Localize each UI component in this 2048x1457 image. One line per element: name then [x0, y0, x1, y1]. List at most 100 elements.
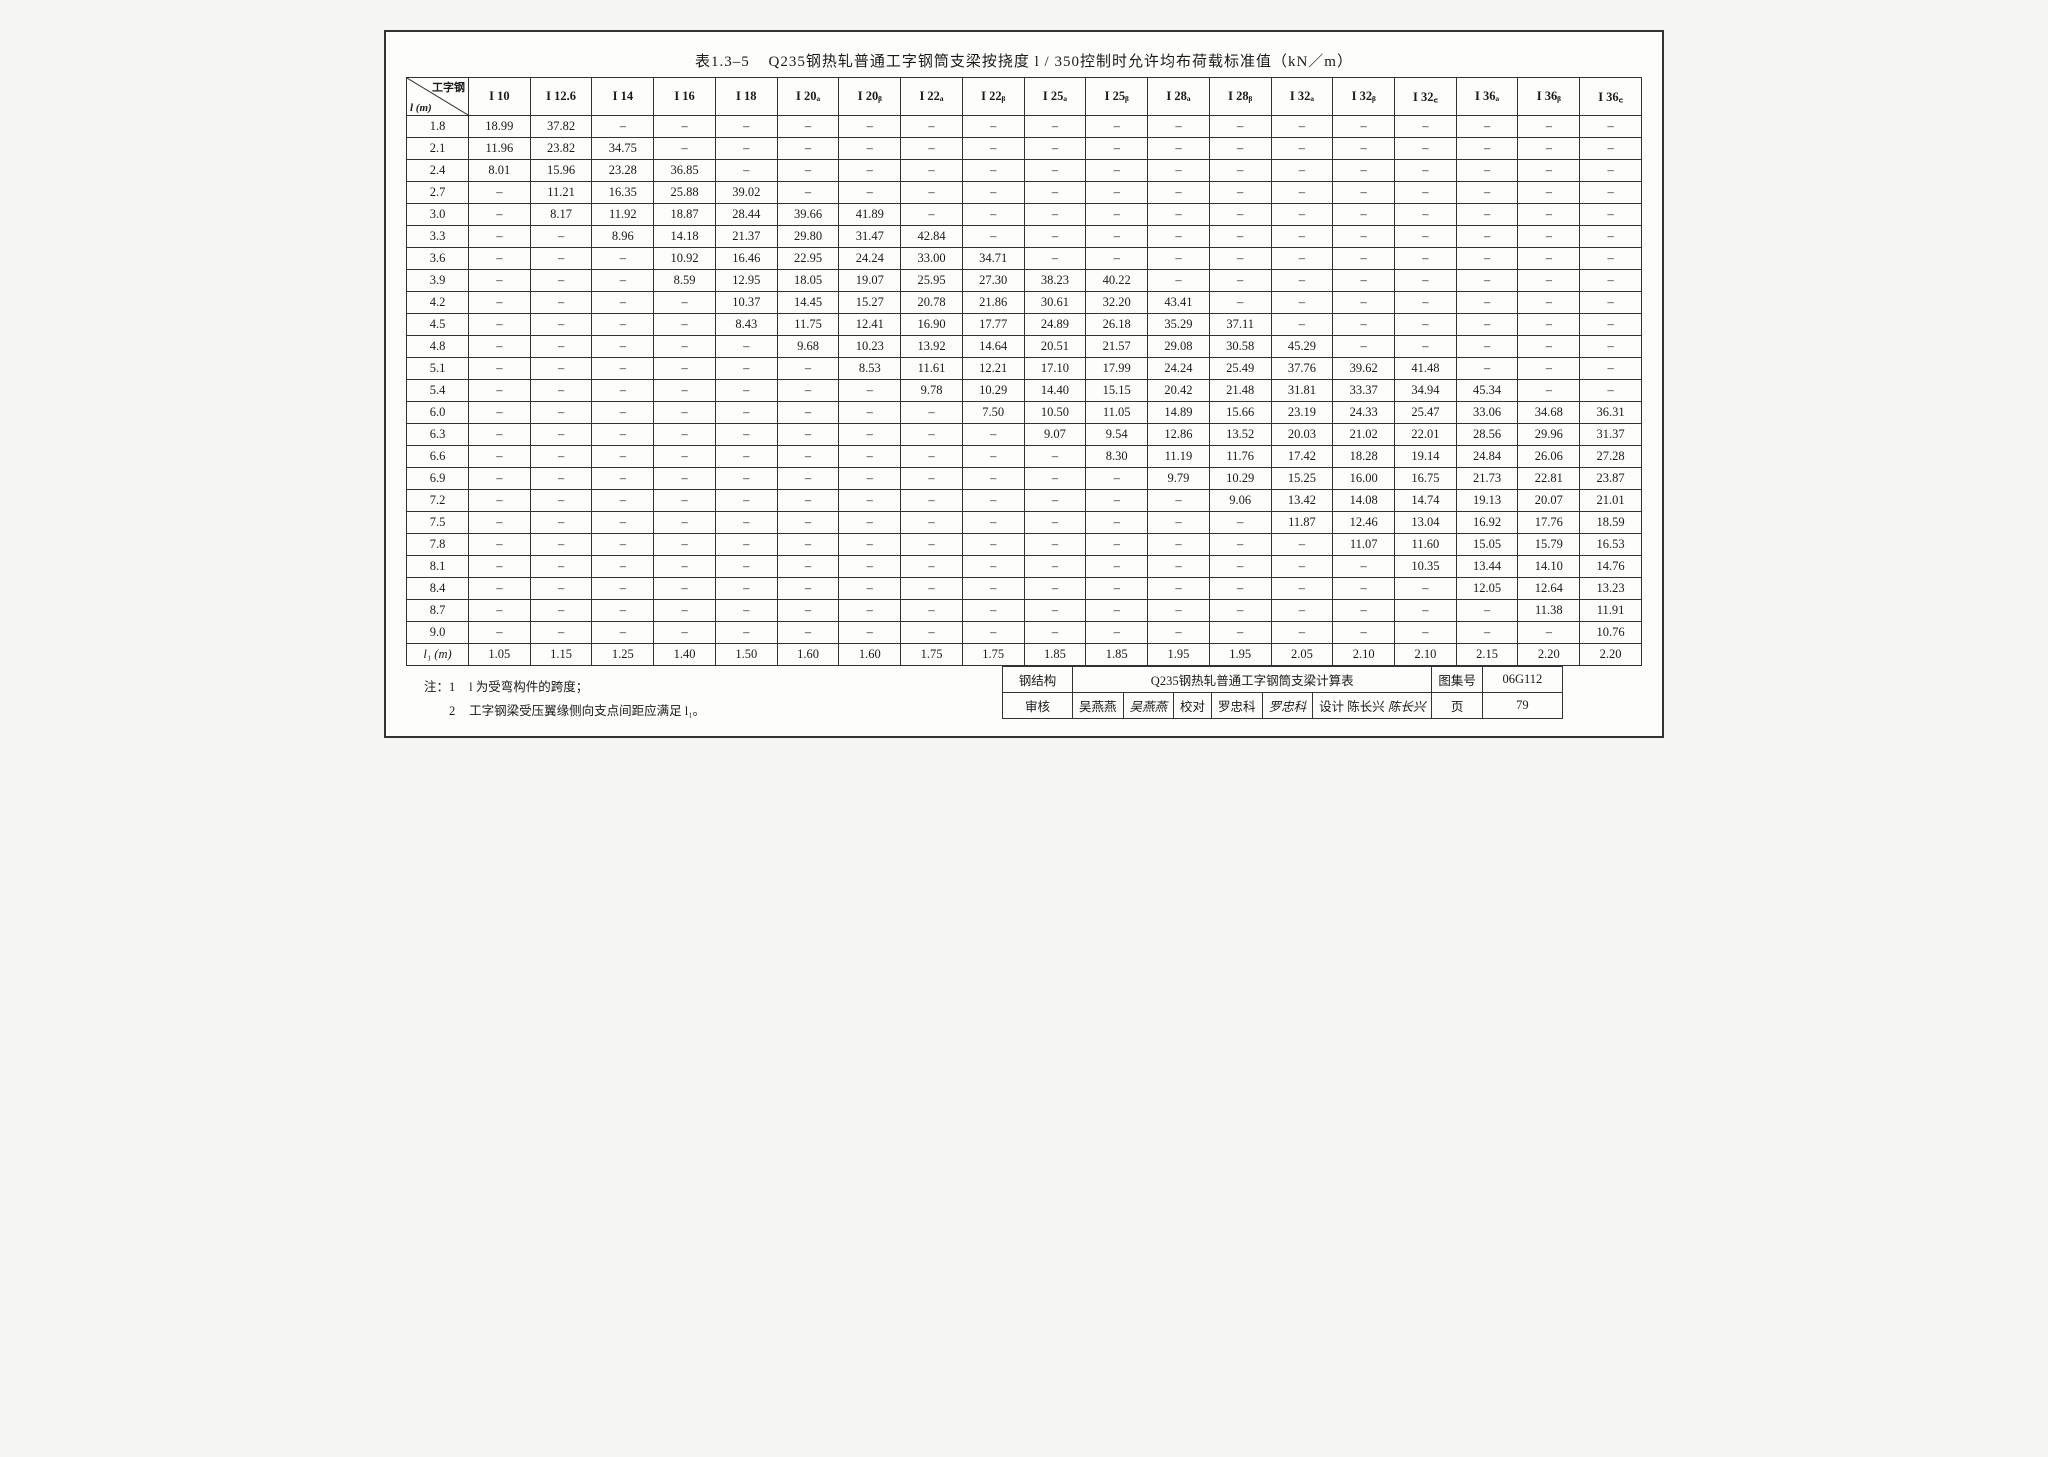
cell: 12.05 [1456, 578, 1518, 600]
cell: – [530, 292, 592, 314]
cell: 24.33 [1333, 402, 1395, 424]
col-header: I 28ₐ [1148, 78, 1210, 116]
cell: 9.07 [1024, 424, 1086, 446]
cell: 27.30 [962, 270, 1024, 292]
cell: – [1148, 226, 1210, 248]
cell: 34.68 [1518, 402, 1580, 424]
cell: – [1148, 622, 1210, 644]
cell: 22.01 [1395, 424, 1457, 446]
table-row: 8.4––––––––––––––––12.0512.6413.23 [407, 578, 1642, 600]
cell: – [530, 622, 592, 644]
cell: – [530, 512, 592, 534]
row-label: 6.6 [407, 446, 469, 468]
cell: 15.05 [1456, 534, 1518, 556]
cell: 8.96 [592, 226, 654, 248]
cell: – [1395, 270, 1457, 292]
cell: – [469, 402, 531, 424]
cell: – [839, 138, 901, 160]
cell: – [1580, 336, 1642, 358]
cell: – [1271, 226, 1333, 248]
l1-cell: 1.15 [530, 644, 592, 666]
cell: – [1333, 248, 1395, 270]
l1-cell: 1.85 [1024, 644, 1086, 666]
cell: – [1580, 226, 1642, 248]
cell: – [901, 490, 963, 512]
l1-cell: 1.95 [1209, 644, 1271, 666]
cell: – [654, 490, 716, 512]
cell: – [1271, 116, 1333, 138]
cell: – [1271, 248, 1333, 270]
cell: – [901, 424, 963, 446]
cell: – [839, 380, 901, 402]
cell: – [901, 512, 963, 534]
cell: – [839, 622, 901, 644]
table-body: 1.818.9937.82–––––––––––––––––2.111.9623… [407, 116, 1642, 666]
cell: 42.84 [901, 226, 963, 248]
col-header: I 36ᵦ [1518, 78, 1580, 116]
cell: – [1456, 622, 1518, 644]
cell: – [962, 446, 1024, 468]
cell: – [1395, 160, 1457, 182]
cell: 14.10 [1518, 556, 1580, 578]
cell: 9.79 [1148, 468, 1210, 490]
table-row: 9.0––––––––––––––––––10.76 [407, 622, 1642, 644]
col-header: I 16 [654, 78, 716, 116]
cell: 25.47 [1395, 402, 1457, 424]
cell: 11.38 [1518, 600, 1580, 622]
cell: 21.57 [1086, 336, 1148, 358]
col-header: I 32ᵦ [1333, 78, 1395, 116]
cell: 8.01 [469, 160, 531, 182]
cell: – [530, 490, 592, 512]
footer-code-value: 06G112 [1482, 667, 1562, 693]
cell: 8.43 [715, 314, 777, 336]
table-title: 表1.3–5 Q235钢热轧普通工字钢筒支梁按挠度 l / 350控制时允许均布… [406, 50, 1642, 71]
table-row: 7.8––––––––––––––11.0711.6015.0515.7916.… [407, 534, 1642, 556]
cell: – [1456, 226, 1518, 248]
cell: – [715, 468, 777, 490]
note-2: 工字钢梁受压翼缘侧向支点间距应满足 l₁。 [469, 704, 705, 718]
cell: – [962, 578, 1024, 600]
cell: – [1024, 204, 1086, 226]
cell: – [1395, 226, 1457, 248]
table-caption: Q235钢热轧普通工字钢筒支梁按挠度 l / 350控制时允许均布荷载标准值（k… [769, 54, 1353, 70]
cell: – [592, 578, 654, 600]
cell: – [839, 402, 901, 424]
col-header: I 36ₐ [1456, 78, 1518, 116]
cell: – [1209, 138, 1271, 160]
cell: – [1148, 578, 1210, 600]
row-label: 4.5 [407, 314, 469, 336]
table-row: 3.3––8.9614.1821.3729.8031.4742.84––––––… [407, 226, 1642, 248]
cell: 16.75 [1395, 468, 1457, 490]
cell: – [1148, 138, 1210, 160]
cell: – [469, 446, 531, 468]
cell: 11.19 [1148, 446, 1210, 468]
cell: 11.60 [1395, 534, 1457, 556]
cell: 18.28 [1333, 446, 1395, 468]
cell: – [1086, 534, 1148, 556]
cell: – [469, 248, 531, 270]
cell: – [715, 578, 777, 600]
cell: – [654, 446, 716, 468]
cell: – [1395, 116, 1457, 138]
cell: – [777, 622, 839, 644]
cell: – [654, 314, 716, 336]
cell: – [1209, 556, 1271, 578]
cell: – [962, 116, 1024, 138]
cell: 8.30 [1086, 446, 1148, 468]
cell: 14.74 [1395, 490, 1457, 512]
cell: – [1209, 204, 1271, 226]
cell: – [1333, 600, 1395, 622]
cell: – [777, 534, 839, 556]
cell: – [1456, 182, 1518, 204]
l1-cell: 2.10 [1395, 644, 1457, 666]
cell: – [469, 534, 531, 556]
cell: – [962, 490, 1024, 512]
cell: – [469, 292, 531, 314]
cell: – [1333, 578, 1395, 600]
cell: – [592, 402, 654, 424]
cell: – [592, 600, 654, 622]
cell: 10.50 [1024, 402, 1086, 424]
cell: 32.20 [1086, 292, 1148, 314]
cell: – [530, 380, 592, 402]
check-label: 校对 [1174, 693, 1212, 719]
